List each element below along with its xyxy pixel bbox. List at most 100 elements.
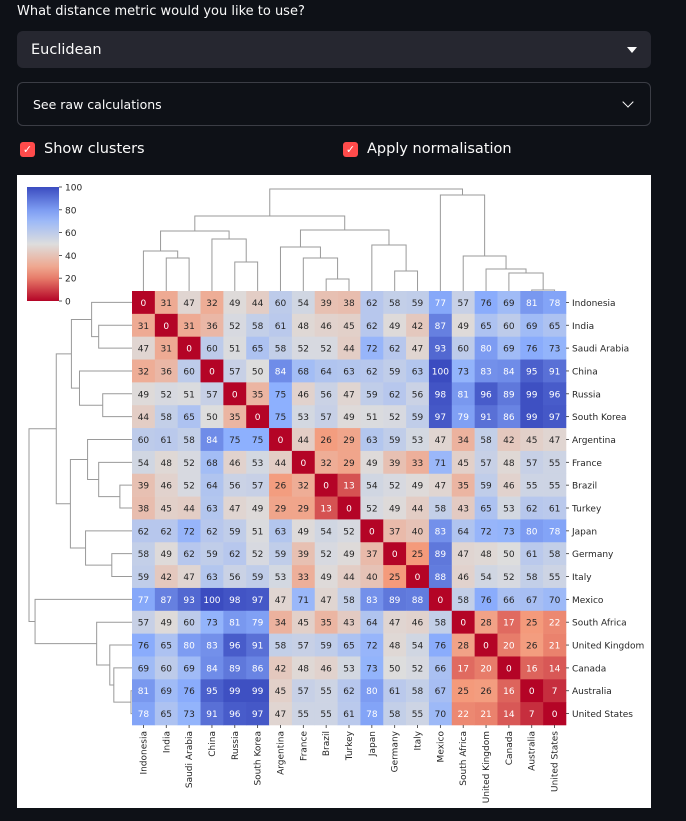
cell-value-label: 78 xyxy=(549,527,561,537)
row-dendrogram-link xyxy=(34,598,132,645)
cell-value-label: 56 xyxy=(229,482,241,492)
heatmap-cell xyxy=(337,313,361,337)
cell-value-label: 76 xyxy=(435,642,447,652)
cell-value-label: 64 xyxy=(366,619,378,629)
cell-value-label: 57 xyxy=(206,390,217,400)
row-label: Australia xyxy=(572,687,612,697)
heatmap-cell xyxy=(383,702,407,726)
cell-value-label: 56 xyxy=(412,390,424,400)
heatmap-cell xyxy=(520,633,544,657)
heatmap-cell xyxy=(360,496,384,520)
cell-value-label: 16 xyxy=(503,687,515,697)
heatmap-cell xyxy=(246,633,270,657)
cell-value-label: 49 xyxy=(161,619,173,629)
heatmap-cell xyxy=(383,542,407,566)
row-label: South Africa xyxy=(572,619,627,629)
heatmap-cell xyxy=(383,405,407,429)
cell-value-label: 98 xyxy=(435,390,447,400)
cell-value-label: 52 xyxy=(161,390,172,400)
cell-value-label: 33 xyxy=(412,459,423,469)
cell-value-label: 96 xyxy=(480,390,492,400)
colorbar xyxy=(27,187,59,301)
show-clusters-checkbox[interactable]: ✓ Show clusters xyxy=(20,141,145,157)
cell-value-label: 39 xyxy=(320,299,332,309)
heatmap-cell xyxy=(406,405,430,429)
apply-normalisation-checkbox[interactable]: ✓ Apply normalisation xyxy=(343,141,512,157)
heatmap-cell xyxy=(451,679,475,703)
cell-value-label: 62 xyxy=(138,527,149,537)
heatmap-cell xyxy=(223,702,247,726)
heatmap-cell xyxy=(337,542,361,566)
row-label: Saudi Arabia xyxy=(572,345,629,355)
heatmap-cell xyxy=(246,587,270,612)
heatmap-cell xyxy=(337,291,361,315)
cell-value-label: 39 xyxy=(298,550,310,560)
cell-value-label: 22 xyxy=(457,710,468,720)
cell-value-label: 52 xyxy=(252,550,263,560)
cell-value-label: 61 xyxy=(275,322,286,332)
heatmap-cell xyxy=(314,336,338,360)
cell-value-label: 52 xyxy=(320,345,331,355)
heatmap-cell xyxy=(269,679,293,703)
cell-value-label: 96 xyxy=(229,710,241,720)
colorbar-tick-label: 100 xyxy=(65,184,82,194)
heatmap-cell xyxy=(383,610,407,634)
heatmap-cell xyxy=(314,359,338,383)
heatmap-cell xyxy=(314,542,338,566)
heatmap-cell xyxy=(269,473,293,497)
heatmap-cell xyxy=(132,359,156,383)
column-label: Saudi Arabia xyxy=(185,731,195,788)
cell-value-label: 53 xyxy=(343,664,354,674)
cell-value-label: 36 xyxy=(206,322,218,332)
cell-value-label: 65 xyxy=(343,642,354,652)
cell-value-label: 47 xyxy=(183,573,194,583)
heatmap-cell xyxy=(132,610,156,634)
heatmap-cell xyxy=(200,565,224,589)
heatmap-cell xyxy=(132,382,156,406)
row-dendrogram-link xyxy=(96,621,132,666)
heatmap-cell xyxy=(337,679,361,703)
cell-value-label: 98 xyxy=(229,596,241,606)
cell-value-label: 64 xyxy=(206,482,218,492)
heatmap-cell xyxy=(132,679,156,703)
heatmap-cell xyxy=(269,496,293,520)
heatmap-cell xyxy=(406,587,430,612)
cell-value-label: 55 xyxy=(320,687,331,697)
heatmap-cell xyxy=(428,473,453,497)
checkbox-label: Show clusters xyxy=(44,141,145,157)
cell-value-label: 67 xyxy=(435,687,446,697)
heatmap-cell xyxy=(520,656,544,680)
heatmap-cell xyxy=(132,656,156,680)
heatmap-cell xyxy=(428,679,453,703)
checkmark-icon: ✓ xyxy=(343,141,358,157)
column-dendrogram-link xyxy=(508,272,544,291)
cell-value-label: 54 xyxy=(366,482,378,492)
raw-calculations-expander[interactable]: See raw calculations xyxy=(17,82,651,126)
cell-value-label: 65 xyxy=(480,322,491,332)
cell-value-label: 51 xyxy=(183,390,194,400)
heatmap-cell xyxy=(360,587,384,612)
heatmap-cell xyxy=(451,702,475,726)
cell-value-label: 36 xyxy=(161,367,173,377)
cell-value-label: 55 xyxy=(549,482,560,492)
heatmap-cell xyxy=(200,450,224,475)
column-label: France xyxy=(299,731,309,761)
heatmap-cell xyxy=(497,291,521,315)
cell-value-label: 73 xyxy=(206,619,217,629)
heatmap-cell xyxy=(154,702,178,726)
cell-value-label: 44 xyxy=(412,505,424,515)
cell-value-label: 29 xyxy=(298,505,310,515)
distance-metric-select[interactable]: Euclidean xyxy=(17,31,651,68)
cell-value-label: 49 xyxy=(343,550,355,560)
metric-question-label: What distance metric would you like to u… xyxy=(17,4,305,19)
heatmap-cell xyxy=(360,382,384,406)
cell-value-label: 62 xyxy=(389,390,400,400)
cell-value-label: 58 xyxy=(275,345,287,355)
heatmap-cell xyxy=(314,450,338,475)
heatmap-cell xyxy=(291,359,316,383)
cell-value-label: 54 xyxy=(138,459,150,469)
heatmap-cell xyxy=(406,382,430,406)
cell-value-label: 14 xyxy=(549,664,561,674)
column-label: South Korea xyxy=(254,731,264,786)
heatmap-cell xyxy=(246,656,270,680)
